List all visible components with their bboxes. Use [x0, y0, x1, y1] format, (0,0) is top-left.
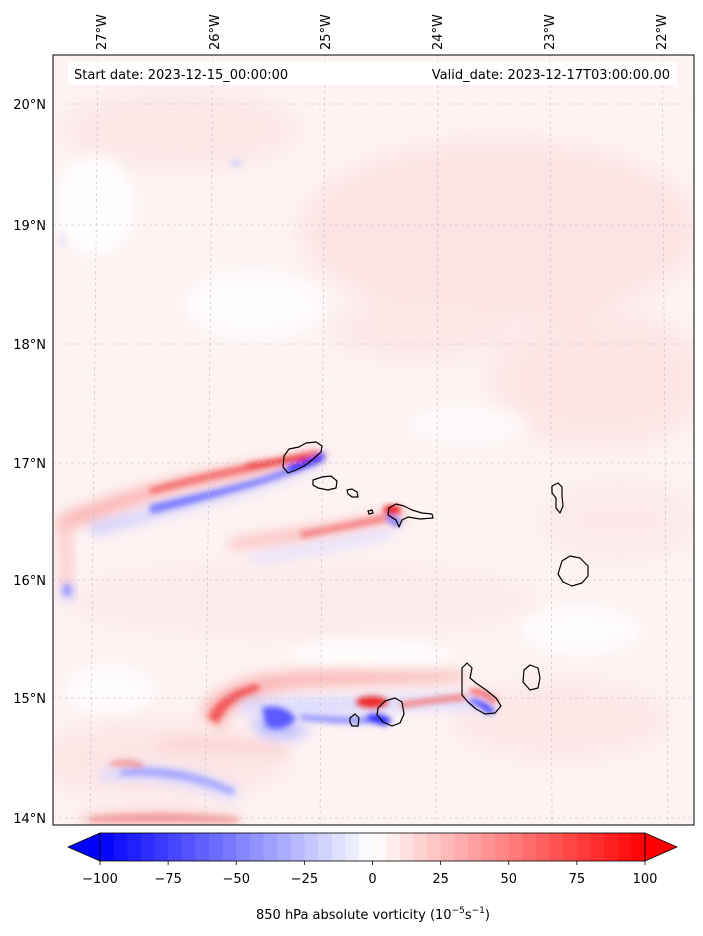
colorbar-cell	[549, 833, 564, 861]
latitude-labels: 20°N 19°N 18°N 17°N 16°N 15°N 14°N	[13, 98, 46, 827]
lat-label: 15°N	[13, 692, 46, 707]
colorbar-cell	[236, 833, 251, 861]
colorbar-cell	[454, 833, 469, 861]
lat-label: 20°N	[13, 98, 46, 113]
lon-label: 25°W	[319, 14, 334, 50]
lat-label: 18°N	[13, 338, 46, 353]
colorbar-tick-label: −75	[154, 872, 181, 887]
colorbar-cell	[631, 833, 646, 861]
colorbar-cell	[604, 833, 619, 861]
colorbar-cell	[277, 833, 292, 861]
colorbar-cell	[427, 833, 442, 861]
colorbar-cell	[522, 833, 537, 861]
colorbar-cell	[563, 833, 578, 861]
colorbar-cell	[508, 833, 523, 861]
colorbar-title: 850 hPa absolute vorticity (10−5s−1)	[256, 906, 490, 923]
colorbar-extend-max	[644, 832, 678, 862]
colorbar-cell	[127, 833, 142, 861]
colorbar-cell	[495, 833, 510, 861]
colorbar-tick-label: 25	[432, 872, 449, 887]
colorbar-cell	[358, 833, 374, 861]
colorbar-cells	[100, 833, 646, 861]
colorbar-cell	[140, 833, 156, 861]
colorbar-cell	[440, 833, 455, 861]
lon-label: 27°W	[95, 14, 110, 50]
island-sal	[551, 482, 564, 514]
colorbar-cell	[304, 833, 319, 861]
colorbar-cell	[113, 833, 128, 861]
colorbar-cell	[386, 833, 401, 861]
colorbar-cell	[249, 833, 265, 861]
colorbar-cell	[590, 833, 605, 861]
lon-label: 22°W	[655, 14, 670, 50]
island-sao-nicolau	[387, 503, 434, 528]
colorbar-cell	[318, 833, 333, 861]
colorbar-cell	[154, 833, 169, 861]
colorbar-cell	[181, 833, 196, 861]
lon-label: 23°W	[543, 14, 558, 50]
island-santa-luzia	[346, 488, 359, 498]
colorbar-cell	[576, 833, 592, 861]
island-fogo	[376, 697, 405, 727]
island-boa-vista	[557, 555, 589, 587]
colorbar-tick-label: 0	[368, 872, 376, 887]
colorbar-extend-min	[67, 832, 101, 862]
colorbar-tick-label: −25	[291, 872, 318, 887]
lon-label: 24°W	[431, 14, 446, 50]
lat-label: 19°N	[13, 219, 46, 234]
colorbar-cell	[413, 833, 428, 861]
colorbar-cell	[345, 833, 360, 861]
colorbar-cell	[209, 833, 224, 861]
colorbar-tick-label: 100	[633, 872, 658, 887]
colorbar-cell	[481, 833, 496, 861]
colorbar-cell	[467, 833, 483, 861]
colorbar-tick-label: −100	[82, 872, 118, 887]
colorbar: −100 −75 −50 −25 0 25 50 75 100 850 hPa absolute…	[67, 832, 678, 923]
colorbar-cell	[331, 833, 346, 861]
plot-frame	[52, 54, 695, 826]
colorbar-cell	[168, 833, 183, 861]
lon-label: 26°W	[208, 14, 223, 50]
graticule	[53, 55, 694, 825]
colorbar-cell	[290, 833, 305, 861]
colorbar-cell	[617, 833, 632, 861]
colorbar-cell	[100, 833, 115, 861]
colorbar-cell	[372, 833, 387, 861]
colorbar-cell	[195, 833, 210, 861]
valid-date-label: Valid_date: 2023-12-17T03:00:00.00	[432, 68, 670, 83]
island-santo-antao	[282, 441, 323, 474]
lat-label: 17°N	[13, 457, 46, 472]
colorbar-cell	[263, 833, 278, 861]
lat-label: 14°N	[13, 812, 46, 827]
island-santiago	[461, 662, 502, 715]
colorbar-tick-label: 50	[500, 872, 517, 887]
start-date-label: Start date: 2023-12-15_00:00:00	[74, 68, 288, 83]
lat-label: 16°N	[13, 574, 46, 589]
colorbar-cell	[222, 833, 237, 861]
colorbar-cell	[536, 833, 551, 861]
island-razo	[367, 509, 374, 515]
colorbar-ticks: −100 −75 −50 −25 0 25 50 75 100	[82, 861, 657, 887]
header-box	[68, 62, 677, 85]
colorbar-cell	[399, 833, 414, 861]
island-sao-vicente	[312, 475, 338, 491]
longitude-labels: 27°W 26°W 25°W 24°W 23°W 22°W	[95, 14, 670, 50]
colorbar-tick-label: −50	[223, 872, 250, 887]
colorbar-tick-label: 75	[569, 872, 586, 887]
island-maio	[522, 664, 541, 691]
coastlines	[282, 441, 589, 727]
island-brava	[349, 713, 360, 727]
